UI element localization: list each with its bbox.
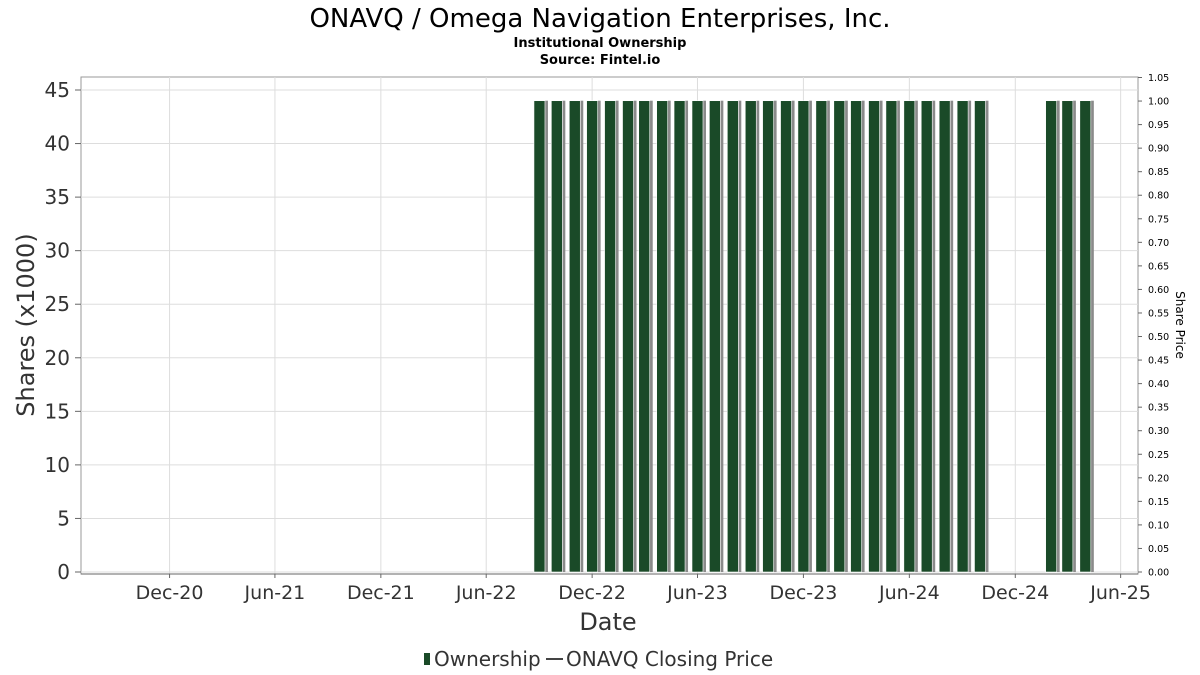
x-tick-label: Jun-23 bbox=[666, 582, 728, 604]
ownership-bar bbox=[1045, 100, 1057, 573]
y-tick-label: 40 bbox=[45, 132, 70, 156]
ownership-bar bbox=[780, 100, 792, 573]
y2-tick-label: 0.75 bbox=[1148, 214, 1169, 225]
y2-tick-label: 0.70 bbox=[1148, 238, 1169, 249]
ownership-bar bbox=[691, 100, 704, 573]
y2-tick-label: 0.15 bbox=[1148, 497, 1169, 508]
y2-tick-label: 0.20 bbox=[1148, 473, 1169, 484]
y2-tick-label: 1.05 bbox=[1148, 73, 1169, 84]
y2-tick-label: 0.65 bbox=[1148, 261, 1169, 272]
x-axis-ticks: Dec-20 Jun-21 Dec-21 Jun-22 Dec-22 Jun-23 Dec-… bbox=[136, 574, 1151, 604]
ownership-bar bbox=[815, 100, 828, 573]
y-axis-ticks: 0 5 10 15 20 25 30 35 40 45 bbox=[45, 78, 81, 584]
y2-tick-label: 0.55 bbox=[1148, 308, 1169, 319]
y-tick-label: 35 bbox=[45, 185, 70, 209]
ownership-bar bbox=[1061, 100, 1074, 573]
x-tick-label: Dec-22 bbox=[558, 582, 626, 604]
chart-title: ONAVQ / Omega Navigation Enterprises, In… bbox=[309, 4, 890, 34]
y2-tick-label: 0.50 bbox=[1148, 332, 1169, 343]
y-tick-label: 30 bbox=[45, 239, 70, 263]
y2-tick-label: 0.90 bbox=[1148, 144, 1169, 155]
ownership-bar bbox=[850, 100, 862, 573]
ownership-bar bbox=[833, 100, 846, 573]
y2-tick-label: 0.95 bbox=[1148, 120, 1169, 131]
ownership-bar bbox=[938, 100, 951, 573]
ownership-bar bbox=[551, 100, 563, 573]
y2-tick-label: 0.05 bbox=[1148, 544, 1169, 555]
ownership-bar bbox=[885, 100, 898, 573]
ownership-bar bbox=[604, 100, 616, 573]
y-tick-label: 45 bbox=[45, 78, 70, 102]
legend-price-label: ONAVQ Closing Price bbox=[566, 647, 773, 671]
legend: Ownership ONAVQ Closing Price bbox=[424, 647, 773, 671]
y-axis-label: Shares (x1000) bbox=[12, 233, 40, 416]
x-axis-label: Date bbox=[579, 608, 636, 636]
ownership-bars bbox=[533, 100, 1094, 573]
x-tick-label: Jun-21 bbox=[244, 582, 306, 604]
y2-tick-label: 0.60 bbox=[1148, 285, 1169, 296]
ownership-bar bbox=[903, 100, 916, 573]
ownership-bar bbox=[709, 100, 721, 573]
legend-ownership-swatch bbox=[424, 653, 430, 665]
y2-tick-label: 0.30 bbox=[1148, 426, 1169, 437]
x-tick-label: Dec-20 bbox=[136, 582, 204, 604]
x-tick-label: Jun-24 bbox=[878, 582, 940, 604]
ownership-bar bbox=[1079, 100, 1092, 573]
ownership-bar bbox=[656, 100, 668, 573]
y-tick-label: 0 bbox=[57, 560, 70, 584]
y2-tick-label: 0.35 bbox=[1148, 403, 1169, 414]
ownership-bar bbox=[638, 100, 651, 573]
chart-source: Source: Fintel.io bbox=[540, 53, 661, 68]
ownership-bar bbox=[673, 100, 686, 573]
y2-tick-label: 0.40 bbox=[1148, 379, 1169, 390]
ownership-bar bbox=[568, 100, 581, 573]
x-tick-label: Dec-23 bbox=[770, 582, 838, 604]
ownership-bar bbox=[726, 100, 739, 573]
y-tick-label: 20 bbox=[45, 346, 70, 370]
y2-tick-label: 0.00 bbox=[1148, 568, 1169, 579]
ownership-bar bbox=[744, 100, 757, 573]
y2-tick-label: 0.80 bbox=[1148, 191, 1169, 202]
ownership-bar bbox=[974, 100, 986, 573]
y2-tick-label: 0.10 bbox=[1148, 520, 1169, 531]
ownership-bar bbox=[920, 100, 933, 573]
y2-tick-label: 0.85 bbox=[1148, 167, 1169, 178]
y2-tick-label: 0.25 bbox=[1148, 450, 1169, 461]
x-tick-label: Dec-21 bbox=[347, 582, 415, 604]
y-tick-label: 5 bbox=[57, 506, 70, 530]
ownership-bar bbox=[586, 100, 598, 573]
legend-ownership-label: Ownership bbox=[434, 647, 541, 671]
y-tick-label: 10 bbox=[45, 453, 70, 477]
ownership-bar bbox=[622, 100, 634, 573]
y2-tick-label: 1.00 bbox=[1148, 97, 1169, 108]
chart-subtitle: Institutional Ownership bbox=[514, 36, 687, 51]
ownership-bar bbox=[762, 100, 774, 573]
ownership-bar bbox=[533, 100, 546, 573]
y-tick-label: 25 bbox=[45, 292, 70, 316]
x-tick-label: Jun-22 bbox=[455, 582, 517, 604]
y-tick-label: 15 bbox=[45, 399, 70, 423]
x-tick-label: Dec-24 bbox=[981, 582, 1049, 604]
y2-axis-ticks: 0.00 0.05 0.10 0.15 0.20 0.25 0.30 0.35 0.40 0.45… bbox=[1138, 73, 1169, 579]
ownership-bar bbox=[868, 100, 880, 573]
y2-axis-label: Share Price bbox=[1173, 291, 1187, 359]
ownership-bar bbox=[956, 100, 969, 573]
x-tick-label: Jun-25 bbox=[1089, 582, 1151, 604]
ownership-bar bbox=[797, 100, 810, 573]
y2-tick-label: 0.45 bbox=[1148, 356, 1169, 367]
